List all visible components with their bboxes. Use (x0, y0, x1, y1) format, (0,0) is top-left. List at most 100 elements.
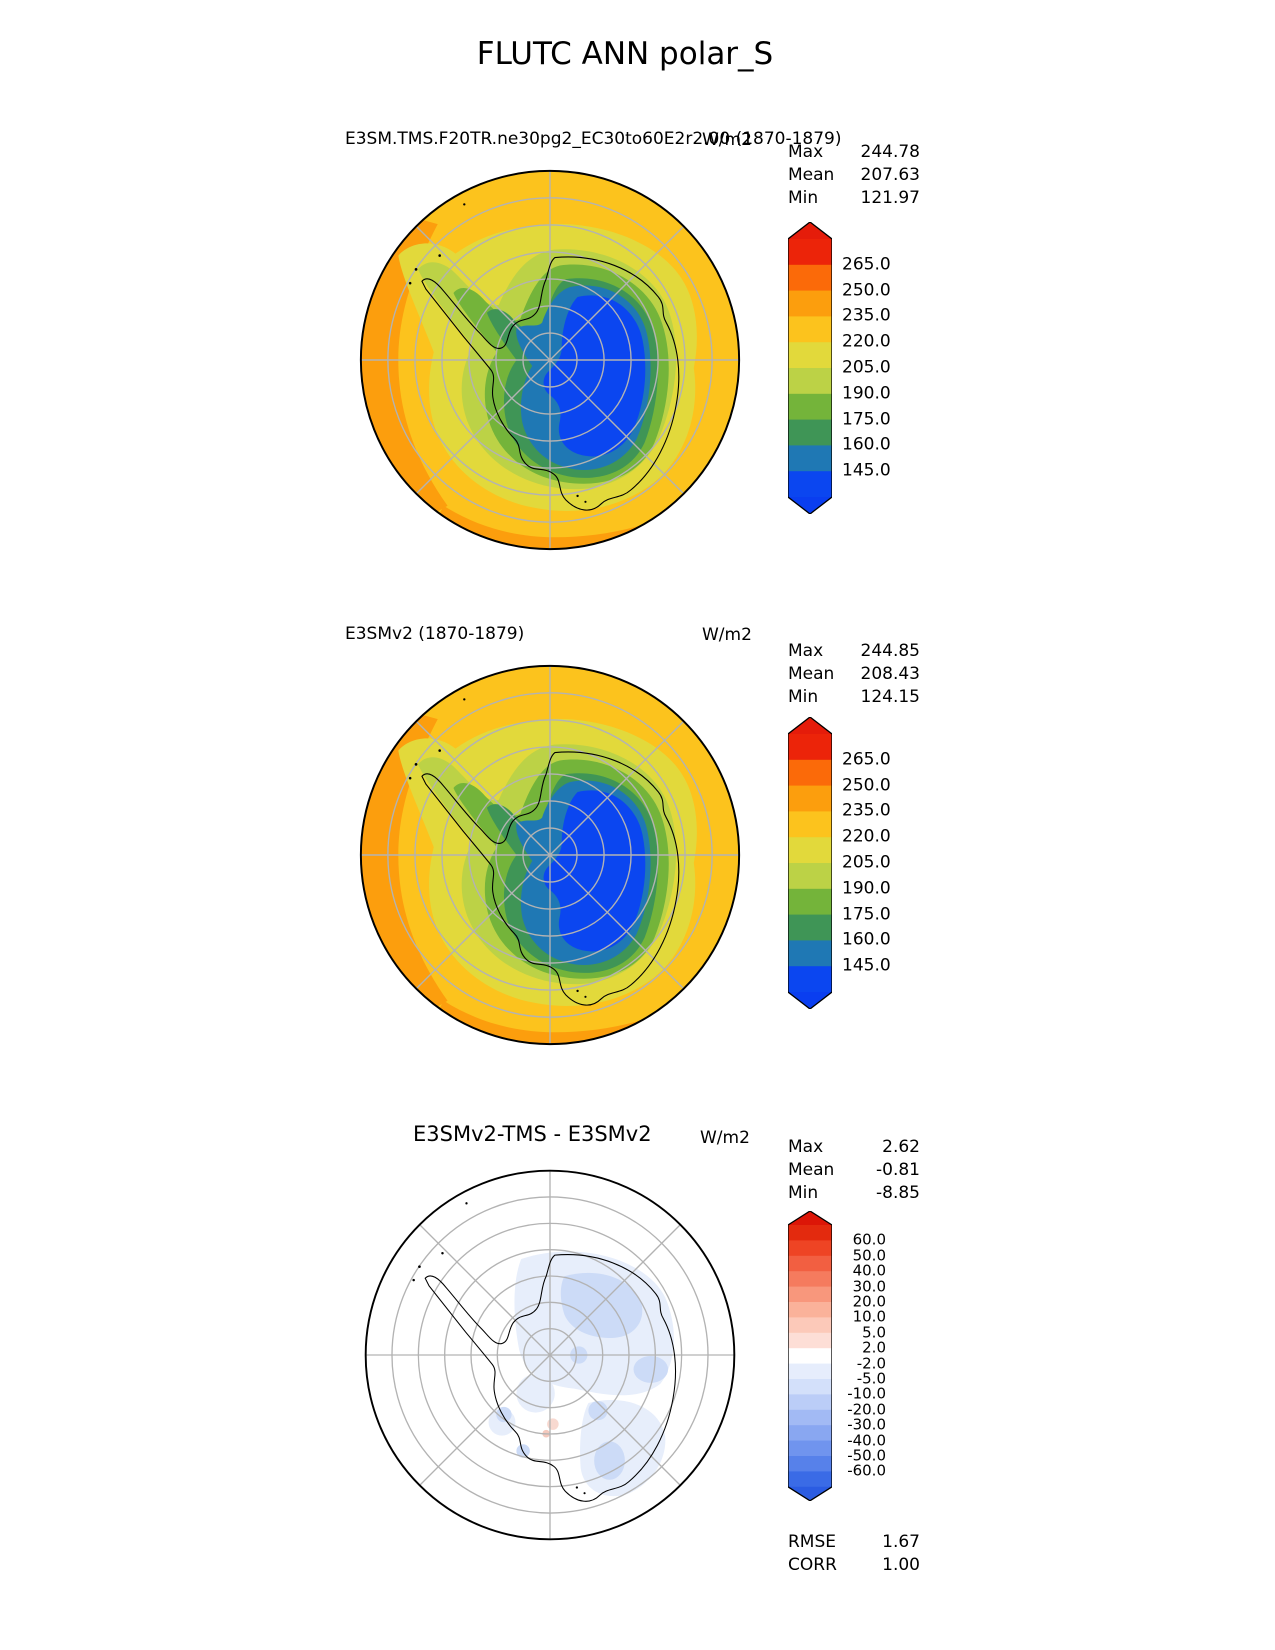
stat-label: Min (788, 188, 819, 208)
colorbar-tick-label: -10.0 (847, 1385, 886, 1404)
colorbar-band (788, 264, 832, 292)
colorbar-band (788, 342, 832, 369)
stat-label: Min (788, 687, 819, 707)
colorbar-tick-label: 175.0 (842, 409, 891, 430)
colorbar-band (788, 863, 832, 890)
colorbar-tick-label: 5.0 (862, 1323, 886, 1342)
stat-value: -0.81 (876, 1160, 920, 1180)
map-reference-panel (353, 658, 747, 1052)
panel1-stats: Max 244.78 Mean 207.63 Min 121.97 (788, 141, 920, 210)
colorbar-cap-top (788, 1211, 832, 1225)
colorbar-outline (788, 1211, 832, 1501)
stat-value: 208.43 (860, 664, 920, 684)
colorbar-tick-label: 205.0 (842, 357, 891, 378)
colorbar-band (788, 1301, 832, 1318)
colorbar-band (788, 445, 832, 472)
colorbar-tick-label: 235.0 (842, 800, 891, 821)
colorbar-tick-label: 2.0 (862, 1338, 886, 1357)
panel2-units: W/m2 (702, 625, 752, 645)
colorbar-tick-label: -50.0 (847, 1446, 886, 1465)
colorbar-tick-label: 160.0 (842, 929, 891, 950)
colorbar-tick-label: 20.0 (852, 1292, 886, 1311)
colorbar-cap-bottom (788, 497, 832, 514)
colorbar-band (788, 1332, 832, 1349)
colorbar-band (788, 1317, 832, 1334)
colorbar-tick-label: -40.0 (847, 1431, 886, 1450)
metric-value: 1.00 (882, 1555, 920, 1575)
colorbar-tick-label: -5.0 (856, 1369, 886, 1388)
figure-title: FLUTC ANN polar_S (476, 36, 774, 72)
colorbar-tick-label: 145.0 (842, 460, 891, 481)
stat-label: Max (788, 641, 824, 661)
stat-value: 121.97 (860, 188, 920, 208)
colorbar-band (788, 966, 832, 993)
colorbar-band (788, 290, 832, 317)
colorbar-band (788, 1363, 832, 1380)
colorbar-tick-label: 265.0 (842, 749, 891, 770)
colorbar-band (788, 1240, 832, 1257)
stat-row: Max 244.85 (788, 640, 920, 663)
map-test-panel (353, 163, 747, 557)
map-difference-panel (358, 1163, 742, 1547)
metrics-block: RMSE 1.67 CORR 1.00 (788, 1531, 920, 1577)
stat-value: 2.62 (882, 1137, 920, 1157)
colorbar-band (788, 1286, 832, 1303)
stat-label: Max (788, 1137, 824, 1157)
colorbar-band (788, 734, 832, 761)
colorbar-tick-label: 250.0 (842, 280, 891, 301)
colorbar-tick-label: 205.0 (842, 852, 891, 873)
colorbar-band (788, 1394, 832, 1411)
stat-row: Min -8.85 (788, 1182, 920, 1205)
colorbar-band (788, 837, 832, 864)
colorbar-band (788, 1378, 832, 1395)
colorbar-tick-label: 60.0 (852, 1231, 886, 1250)
stat-label: Mean (788, 1160, 835, 1180)
stat-row: Max 244.78 (788, 141, 920, 164)
colorbar-band (788, 759, 832, 787)
colorbar-tick-label: -60.0 (847, 1462, 886, 1481)
colorbar-band (788, 419, 832, 446)
colorbar-tick-label: 250.0 (842, 775, 891, 796)
colorbar-band (788, 1425, 832, 1442)
stat-value: 124.15 (860, 687, 920, 707)
panel3-units: W/m2 (700, 1128, 750, 1148)
colorbar-tick-label: -30.0 (847, 1415, 886, 1434)
colorbar-band (788, 1440, 832, 1457)
stat-label: Mean (788, 165, 835, 185)
colorbar-band (788, 1471, 832, 1488)
colorbar-band (788, 785, 832, 812)
colorbar-band (788, 1409, 832, 1426)
panel3-stats: Max 2.62 Mean -0.81 Min -8.85 (788, 1136, 920, 1205)
stat-row: Mean -0.81 (788, 1159, 920, 1182)
colorbar-tick-label: -2.0 (856, 1354, 886, 1373)
colorbar-cap-top (788, 717, 832, 734)
panel2-title: E3SMv2 (1870-1879) (345, 624, 525, 644)
colorbar-tick-label: 10.0 (852, 1308, 886, 1327)
metric-row: CORR 1.00 (788, 1554, 920, 1577)
metric-row: RMSE 1.67 (788, 1531, 920, 1554)
colorbar-tick-label: 30.0 (852, 1277, 886, 1296)
colorbar (788, 222, 832, 514)
stat-row: Max 2.62 (788, 1136, 920, 1159)
colorbar-tick-label: 50.0 (852, 1246, 886, 1265)
colorbar-tick-label: 175.0 (842, 904, 891, 925)
colorbar-cap-top (788, 222, 832, 239)
metric-value: 1.67 (882, 1532, 920, 1552)
colorbar-cap-bottom (788, 992, 832, 1009)
colorbar-band (788, 316, 832, 343)
colorbar-tick-label: 40.0 (852, 1261, 886, 1280)
colorbar-tick-label: 160.0 (842, 434, 891, 455)
stat-label: Mean (788, 664, 835, 684)
colorbar-band (788, 1271, 832, 1288)
colorbar-tick-label: 235.0 (842, 305, 891, 326)
colorbar (788, 717, 832, 1009)
panel1-title: E3SM.TMS.F20TR.ne30pg2_EC30to60E2r2.00 (… (345, 129, 842, 149)
colorbar-band (788, 1255, 832, 1272)
colorbar-band (788, 471, 832, 498)
panel3-title: E3SMv2-TMS - E3SMv2 (413, 1122, 652, 1146)
colorbar-tick-label: 190.0 (842, 878, 891, 899)
colorbar-tick-label: 145.0 (842, 955, 891, 976)
colorbar-band (788, 914, 832, 941)
stat-value: -8.85 (876, 1183, 920, 1203)
